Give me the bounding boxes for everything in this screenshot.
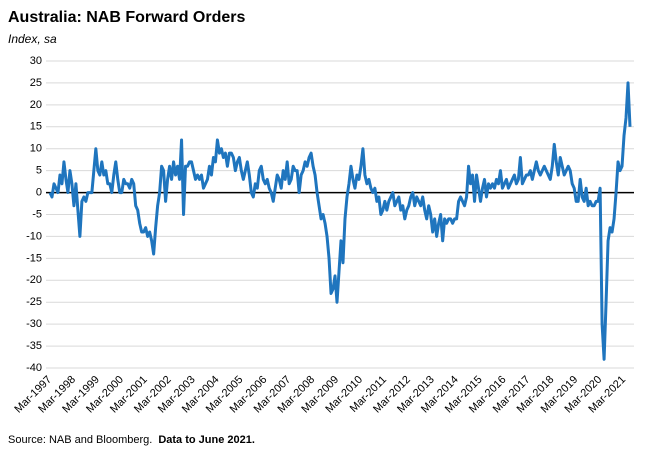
chart-subtitle: Index, sa	[8, 32, 57, 46]
y-tick-label: 30	[30, 55, 42, 67]
y-tick-label: -40	[26, 362, 42, 374]
chart-title: Australia: NAB Forward Orders	[8, 9, 245, 26]
y-tick-label: 10	[30, 143, 42, 155]
y-tick-label: -25	[26, 296, 42, 308]
y-tick-label: -35	[26, 340, 42, 352]
y-tick-label: -30	[26, 318, 42, 330]
y-tick-label: -5	[32, 208, 42, 220]
line	[48, 81, 632, 361]
y-tick-label: -10	[26, 230, 42, 242]
y-tick-label: -20	[26, 274, 42, 286]
y-tick-label: -15	[26, 252, 42, 264]
y-tick-label: 20	[30, 99, 42, 111]
source: Source: NAB and Bloomberg. Data to June 2…	[8, 434, 255, 446]
y-tick-label: 15	[30, 121, 42, 133]
y-tick-label: 5	[36, 165, 42, 177]
note: Data to June 2021.	[158, 434, 255, 446]
source-text: Source: NAB and Bloomberg.	[8, 434, 152, 446]
y-tick-label: 25	[30, 77, 42, 89]
y-tick-label: 0	[36, 186, 42, 198]
